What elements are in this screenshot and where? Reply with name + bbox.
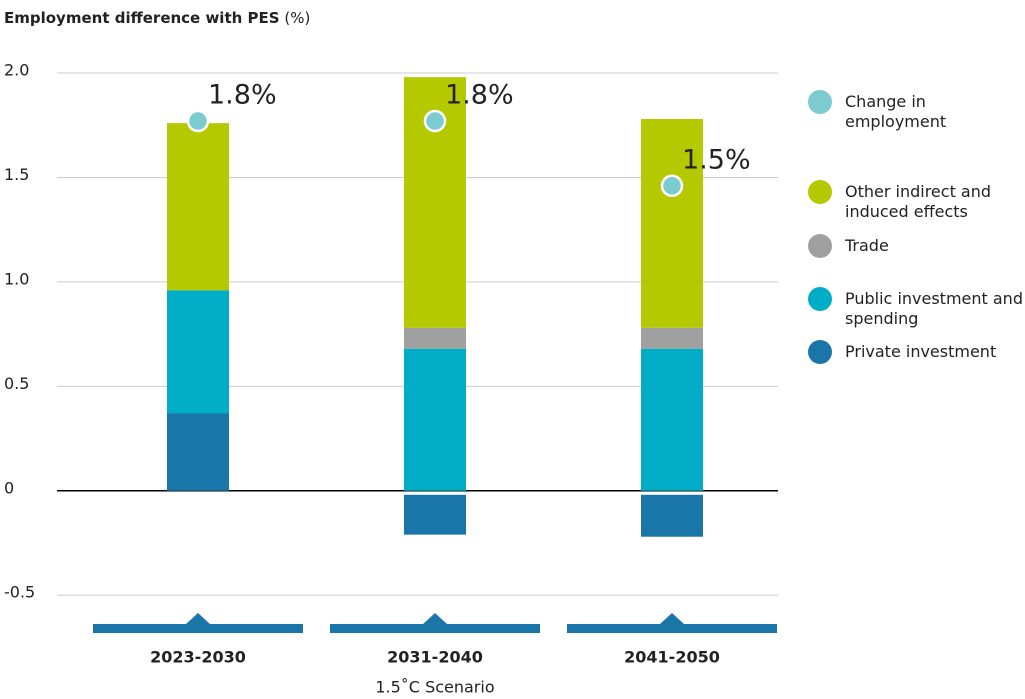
y-tick-label: 1.5 — [4, 165, 29, 184]
title-unit: (%) — [284, 9, 310, 27]
category-ribbon — [567, 613, 777, 633]
legend-item: Trade — [808, 234, 1025, 258]
chart-title: Employment difference with PES (%) — [4, 9, 310, 27]
x-tick-label: 2031-2040 — [387, 648, 483, 667]
y-tick-label: 2.0 — [4, 61, 29, 80]
legend-swatch — [808, 234, 832, 258]
y-tick-label: 0.5 — [4, 374, 29, 393]
legend-swatch — [808, 90, 832, 114]
legend-label: Public investment and spending — [845, 289, 1023, 328]
legend-label: Private investment — [845, 342, 997, 361]
bar-segment — [641, 118, 703, 328]
value-label: 1.5% — [682, 144, 751, 175]
bar-segment — [641, 327, 703, 349]
y-tick-label: 0 — [4, 478, 14, 497]
x-tick-label: 2023-2030 — [150, 648, 246, 667]
bar-segment — [641, 494, 703, 537]
y-tick-label: 1.0 — [4, 269, 29, 288]
bar-segment — [404, 348, 466, 491]
marker — [660, 174, 684, 198]
legend-item: Other indirect and induced effects — [808, 180, 1025, 222]
legend-item: Private investment — [808, 340, 1025, 364]
value-label: 1.8% — [445, 80, 514, 111]
legend-label: Change in employment — [845, 92, 947, 131]
legend-swatch — [808, 180, 832, 204]
marker — [186, 109, 210, 133]
legend-label: Other indirect and induced effects — [845, 182, 992, 221]
bar-segment — [404, 494, 466, 535]
legend-item: Change in employment — [808, 90, 1025, 132]
bar-segment — [167, 413, 229, 491]
marker — [423, 109, 447, 133]
y-tick-label: -0.5 — [4, 583, 35, 602]
title-text: Employment difference with PES — [4, 9, 280, 27]
legend-swatch — [808, 340, 832, 364]
legend-label: Trade — [845, 236, 889, 255]
category-ribbon — [93, 613, 303, 633]
bar-segment — [404, 327, 466, 349]
x-axis-label: 1.5˚C Scenario — [375, 678, 494, 697]
value-label: 1.8% — [208, 80, 277, 111]
legend-item: Public investment and spending — [808, 287, 1025, 329]
bar-segment — [167, 290, 229, 414]
bar-segment — [167, 123, 229, 291]
x-tick-label: 2041-2050 — [624, 648, 720, 667]
legend-swatch — [808, 287, 832, 311]
category-ribbon — [330, 613, 540, 633]
bar-segment — [641, 348, 703, 491]
